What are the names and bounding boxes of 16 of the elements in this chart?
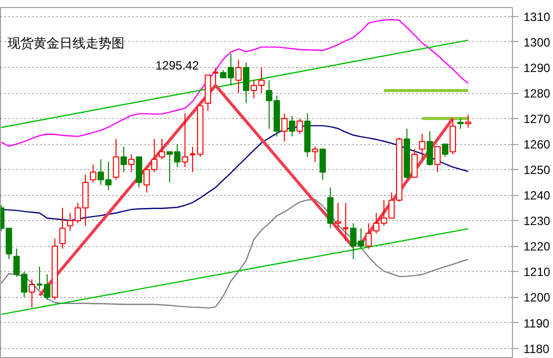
y-tick-label: 1240 [524, 188, 551, 203]
y-tick-label: 1250 [524, 163, 551, 178]
y-tick-label: 1210 [524, 265, 551, 280]
y-tick-label: 1310 [524, 10, 551, 24]
y-tick-label: 1300 [524, 35, 551, 50]
y-tick-label: 1180 [524, 342, 550, 356]
annotation: 1295.42 [156, 58, 200, 72]
y-tick-label: 1290 [524, 60, 551, 75]
y-tick-label: 1280 [524, 86, 551, 101]
y-tick-label: 1260 [524, 138, 551, 152]
y-tick-label: 1200 [524, 290, 551, 305]
y-tick-label: 1220 [524, 240, 551, 254]
y-tick-label: 1190 [524, 316, 550, 330]
y-tick-label: 1270 [524, 112, 551, 126]
y-tick-label: 1230 [524, 214, 551, 228]
text: 现货黄金日线走势图 [8, 36, 124, 52]
